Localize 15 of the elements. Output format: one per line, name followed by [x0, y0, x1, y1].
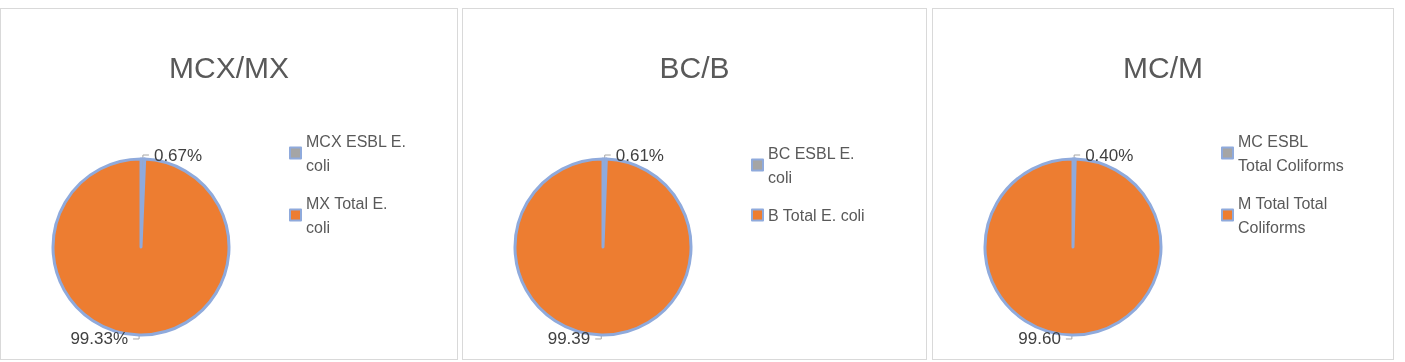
data-label: 0.67%	[153, 145, 203, 165]
data-label: 99.33%	[70, 329, 129, 349]
legend-label: MX Total E. coli	[306, 194, 392, 236]
data-label: 99.60	[1018, 329, 1061, 349]
data-label: 99.39	[547, 329, 591, 349]
data-label: 0.40%	[1085, 145, 1134, 165]
chart-title: BC/B	[659, 50, 730, 84]
legend-label: B Total E. coli	[768, 206, 865, 224]
data-label: 0.61%	[615, 145, 664, 165]
chart-title: MCX/MX	[169, 50, 289, 84]
legend-label: M Total Total Coliforms	[1238, 194, 1332, 236]
chart-title: MC/M	[1123, 50, 1203, 84]
legend-label: MC ESBL Total Coliforms	[1238, 132, 1344, 174]
legend-label: BC ESBL E. coli	[768, 144, 859, 186]
legend-label: MCX ESBL E. coli	[306, 132, 411, 174]
